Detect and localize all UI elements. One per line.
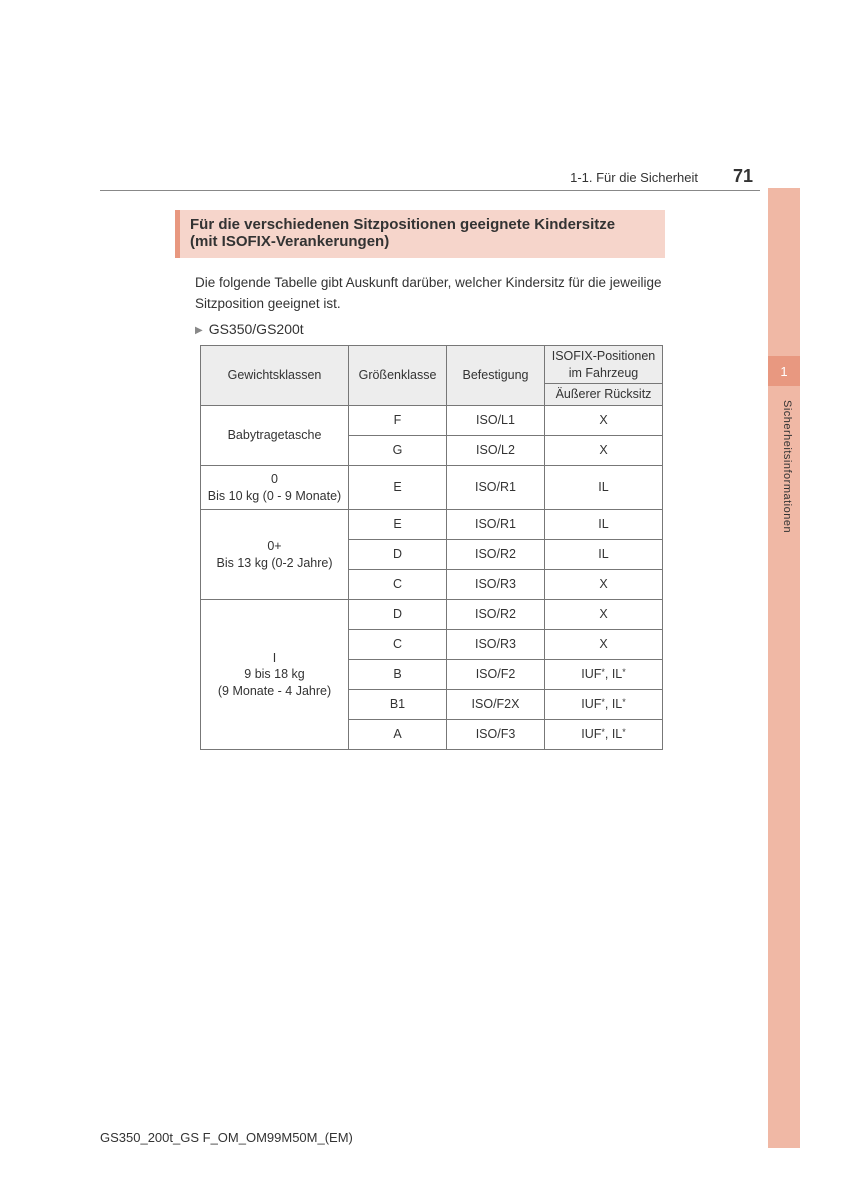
cell-fix: ISO/F2X (447, 690, 545, 720)
side-tab (768, 188, 800, 1148)
table-row: Babytragetasche F ISO/L1 X (201, 406, 663, 436)
cell-pos: IL (545, 540, 663, 570)
th-fixing: Befestigung (447, 346, 545, 406)
cell-size: E (349, 466, 447, 510)
intro-paragraph: Die folgende Tabelle gibt Auskunft darüb… (195, 273, 665, 315)
footer-code: GS350_200t_GS F_OM_OM99M50M_(EM) (100, 1130, 353, 1145)
cell-size: G (349, 436, 447, 466)
model-line: ▶ GS350/GS200t (195, 321, 304, 337)
cell-fix: ISO/L1 (447, 406, 545, 436)
cell-fix: ISO/R3 (447, 570, 545, 600)
th-size: Größenklasse (349, 346, 447, 406)
heading-line2: (mit ISOFIX-Verankerungen) (190, 233, 655, 250)
cell-fix: ISO/R3 (447, 630, 545, 660)
cell-weight: 0Bis 10 kg (0 - 9 Monate) (201, 466, 349, 510)
th-isofix-sub: Äußerer Rücksitz (545, 384, 663, 406)
document-page: 1-1. Für die Sicherheit 71 1 Sicherheits… (0, 0, 848, 1200)
cell-size: B1 (349, 690, 447, 720)
table-row: I9 bis 18 kg(9 Monate - 4 Jahre) D ISO/R… (201, 600, 663, 630)
triangle-icon: ▶ (195, 325, 203, 336)
cell-pos: X (545, 436, 663, 466)
cell-size: D (349, 540, 447, 570)
cell-size: B (349, 660, 447, 690)
cell-weight: I9 bis 18 kg(9 Monate - 4 Jahre) (201, 600, 349, 750)
section-heading: Für die verschiedenen Sitzpositionen gee… (175, 210, 665, 258)
page-number: 71 (733, 166, 753, 187)
compatibility-table: Gewichtsklassen Größenklasse Befestigung… (200, 345, 663, 750)
side-tab-title: Sicherheitsinformationen (781, 400, 793, 533)
th-isofix: ISOFIX-Positionen im Fahrzeug (545, 346, 663, 384)
cell-pos: X (545, 570, 663, 600)
section-label: 1-1. Für die Sicherheit (570, 170, 698, 185)
cell-size: C (349, 630, 447, 660)
header-rule (100, 190, 760, 191)
cell-fix: ISO/F3 (447, 720, 545, 750)
cell-pos: IUF*, IL* (545, 690, 663, 720)
cell-weight: Babytragetasche (201, 406, 349, 466)
cell-fix: ISO/R2 (447, 540, 545, 570)
cell-pos: X (545, 630, 663, 660)
cell-size: D (349, 600, 447, 630)
cell-size: C (349, 570, 447, 600)
cell-pos: IL (545, 510, 663, 540)
cell-pos: IUF*, IL* (545, 720, 663, 750)
cell-weight: 0+Bis 13 kg (0-2 Jahre) (201, 510, 349, 600)
heading-line1: Für die verschiedenen Sitzpositionen gee… (190, 216, 655, 233)
side-tab-number: 1 (768, 356, 800, 386)
model-name: GS350/GS200t (209, 321, 304, 337)
cell-size: F (349, 406, 447, 436)
cell-pos: X (545, 600, 663, 630)
cell-size: E (349, 510, 447, 540)
cell-pos: X (545, 406, 663, 436)
table-row: 0Bis 10 kg (0 - 9 Monate) E ISO/R1 IL (201, 466, 663, 510)
cell-fix: ISO/R1 (447, 510, 545, 540)
cell-fix: ISO/L2 (447, 436, 545, 466)
cell-fix: ISO/F2 (447, 660, 545, 690)
th-weight: Gewichtsklassen (201, 346, 349, 406)
cell-pos: IUF*, IL* (545, 660, 663, 690)
cell-fix: ISO/R2 (447, 600, 545, 630)
table-row: 0+Bis 13 kg (0-2 Jahre) E ISO/R1 IL (201, 510, 663, 540)
cell-fix: ISO/R1 (447, 466, 545, 510)
cell-size: A (349, 720, 447, 750)
cell-pos: IL (545, 466, 663, 510)
